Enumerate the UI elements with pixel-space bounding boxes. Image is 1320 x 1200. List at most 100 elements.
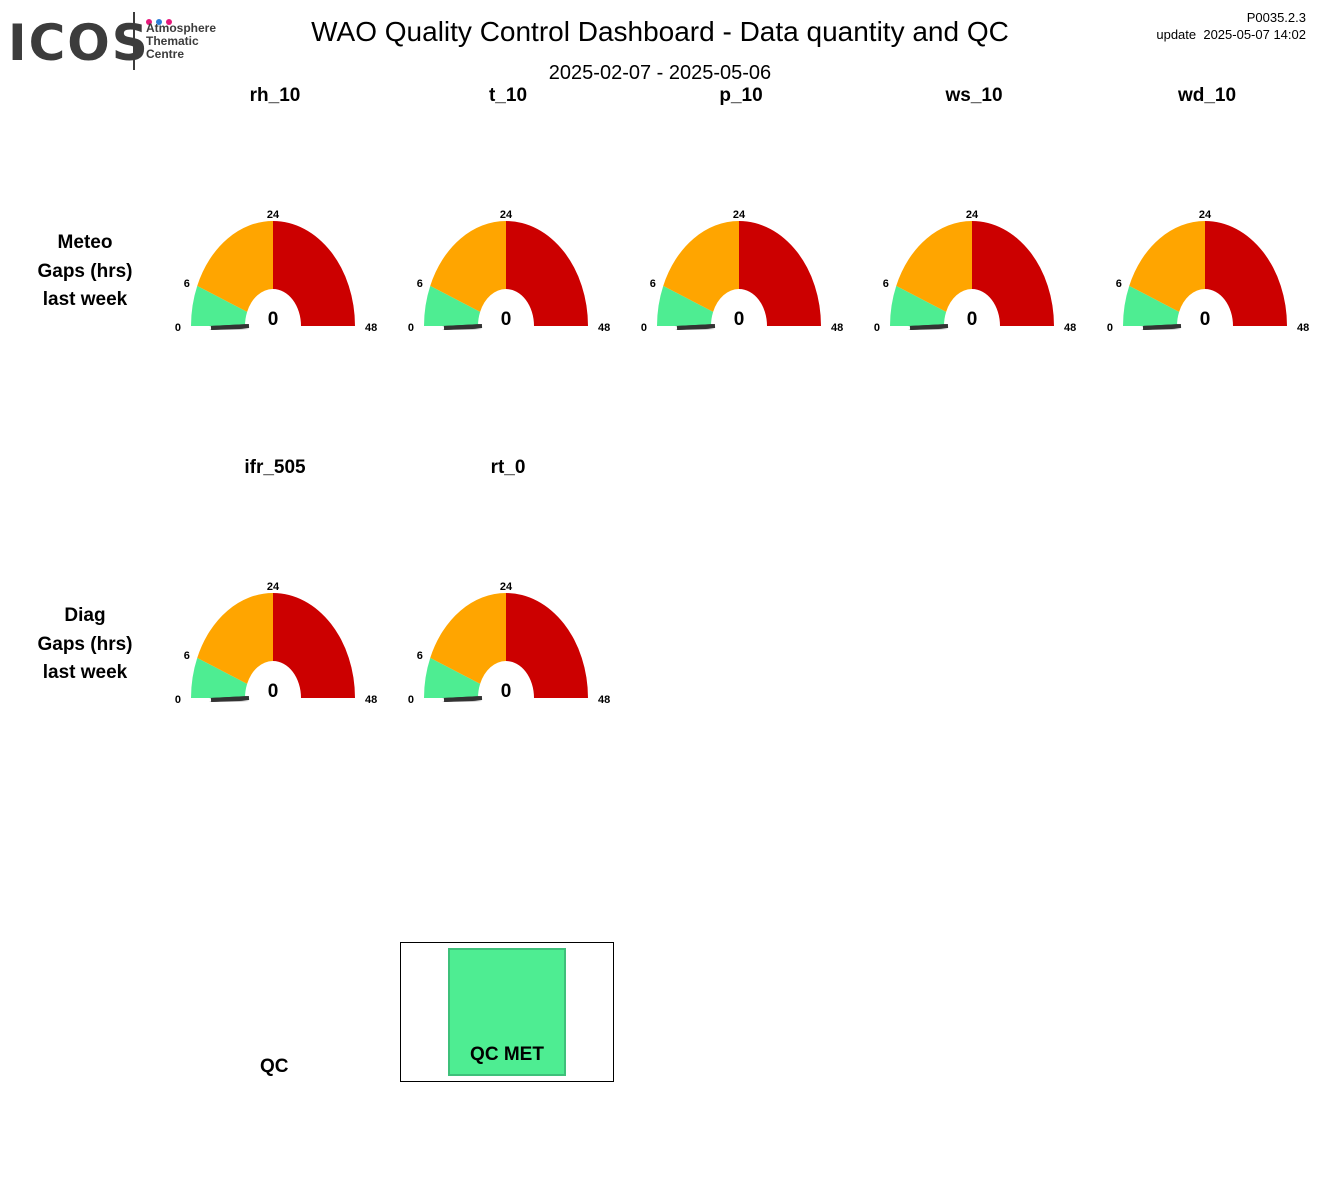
qc-met-label: QC MET [470, 1044, 544, 1065]
gauge-svg: 0 6 24 48 0 [408, 209, 610, 334]
gauge-band [739, 221, 821, 326]
gauge-title: t_10 [488, 85, 528, 106]
row-label-meteo: Meteo Gaps (hrs) last week [15, 229, 155, 315]
gauge-value: 0 [268, 681, 279, 702]
gauge-svg: 0 6 24 48 0 [175, 581, 377, 706]
gauge-tick-label: 24 [500, 581, 513, 593]
gauge-tick-label: 0 [175, 322, 181, 334]
gauge-tick-label: 6 [184, 650, 190, 662]
gauge-value: 0 [268, 309, 279, 330]
gauge-title: rh_10 [249, 85, 301, 106]
gauge-title: ws_10 [945, 85, 1003, 106]
gauge-tick-label: 0 [175, 694, 181, 706]
row-label-line: Gaps (hrs) [37, 633, 133, 655]
gauge-tick-label: 6 [650, 278, 656, 290]
gauge-title: rt_0 [490, 457, 526, 478]
gauge-title: wd_10 [1177, 85, 1237, 106]
version-label: P0035.2.3 [1246, 10, 1306, 25]
row-label-line: Gaps (hrs) [37, 260, 133, 282]
row-label-diag: Diag Gaps (hrs) last week [15, 602, 155, 688]
gauge-needle-line [210, 324, 250, 330]
gauge-band [191, 657, 248, 698]
gauge-tick-label: 48 [365, 322, 377, 334]
gauge-band [430, 593, 506, 684]
logo-divider [133, 12, 135, 70]
gauge-wd_10: wd_10 0 6 24 48 0 [1092, 85, 1320, 335]
gauge-band [663, 221, 739, 312]
gauge-band [506, 221, 588, 326]
gauge-tick-label: 0 [874, 322, 880, 334]
update-timestamp: update 2025-05-07 14:02 [1156, 27, 1306, 42]
gauge-band [424, 285, 481, 326]
gauge-title: p_10 [719, 85, 763, 106]
page-title: WAO Quality Control Dashboard - Data qua… [311, 16, 1009, 47]
logo-dots [146, 12, 176, 25]
qc-label: QC [260, 1056, 289, 1077]
gauge-title: ifr_505 [244, 457, 306, 478]
gauge-needle-line [443, 324, 483, 330]
row-label-line: Meteo [57, 232, 113, 253]
gauge-tick-label: 0 [408, 694, 414, 706]
gauge-band [430, 221, 506, 312]
gauge-t_10: t_10 0 6 24 48 0 [393, 85, 623, 335]
logo-dot [146, 19, 152, 25]
gauge-band [1205, 221, 1287, 326]
gauge-band [273, 221, 355, 326]
gauge-needle-line [1142, 324, 1182, 330]
icos-logo: ICOS Atmosphere Thematic Centre [8, 10, 223, 74]
gauge-tick-label: 6 [184, 278, 190, 290]
gauge-tick-label: 48 [1064, 322, 1076, 334]
gauge-value: 0 [501, 681, 512, 702]
gauge-tick-label: 48 [831, 322, 843, 334]
gauge-tick-label: 6 [417, 650, 423, 662]
gauge-band [896, 221, 972, 312]
logo-subtitle: Atmosphere Thematic Centre [146, 21, 217, 61]
gauge-rh_10: rh_10 0 6 24 48 0 [160, 85, 390, 335]
gauge-svg: 0 6 24 48 0 [1107, 209, 1309, 334]
gauge-tick-label: 48 [1297, 322, 1309, 334]
gauge-needle-line [210, 696, 250, 702]
gauge-band [191, 285, 248, 326]
gauge-tick-label: 48 [598, 322, 610, 334]
gauge-band [424, 657, 481, 698]
gauge-band [506, 593, 588, 698]
logo-word: ICOS [8, 14, 150, 72]
gauge-tick-label: 6 [883, 278, 889, 290]
gauge-band [197, 221, 273, 312]
gauge-needle-line [676, 324, 716, 330]
gauge-band [1123, 285, 1180, 326]
gauge-ifr_505: ifr_505 0 6 24 48 0 [160, 457, 390, 707]
gauge-tick-label: 0 [641, 322, 647, 334]
row-label-line: Diag [64, 605, 106, 626]
qc-met-indicator: QC MET [448, 948, 566, 1076]
gauge-tick-label: 0 [1107, 322, 1113, 334]
gauge-tick-label: 6 [417, 278, 423, 290]
gauge-tick-label: 48 [365, 694, 377, 706]
gauge-value: 0 [734, 309, 745, 330]
logo-dot [156, 19, 162, 25]
gauge-tick-label: 0 [408, 322, 414, 334]
date-range: 2025-02-07 - 2025-05-06 [548, 62, 772, 84]
gauge-tick-label: 24 [267, 209, 280, 221]
gauge-needle-line [909, 324, 949, 330]
gauge-needle-line [443, 696, 483, 702]
gauge-band [972, 221, 1054, 326]
row-label-line: last week [42, 662, 128, 683]
gauge-svg: 0 6 24 48 0 [641, 209, 843, 334]
gauge-band [657, 285, 714, 326]
gauge-tick-label: 6 [1116, 278, 1122, 290]
gauge-p_10: p_10 0 6 24 48 0 [626, 85, 856, 335]
gauge-tick-label: 24 [500, 209, 513, 221]
gauge-tick-label: 24 [1199, 209, 1212, 221]
gauge-rt_0: rt_0 0 6 24 48 0 [393, 457, 623, 707]
gauge-svg: 0 6 24 48 0 [874, 209, 1076, 334]
gauge-value: 0 [501, 309, 512, 330]
gauge-svg: 0 6 24 48 0 [175, 209, 377, 334]
gauge-tick-label: 24 [733, 209, 746, 221]
gauge-band [1129, 221, 1205, 312]
gauge-band [890, 285, 947, 326]
gauge-svg: 0 6 24 48 0 [408, 581, 610, 706]
gauge-tick-label: 24 [267, 581, 280, 593]
gauge-tick-label: 48 [598, 694, 610, 706]
row-label-line: last week [42, 289, 128, 310]
